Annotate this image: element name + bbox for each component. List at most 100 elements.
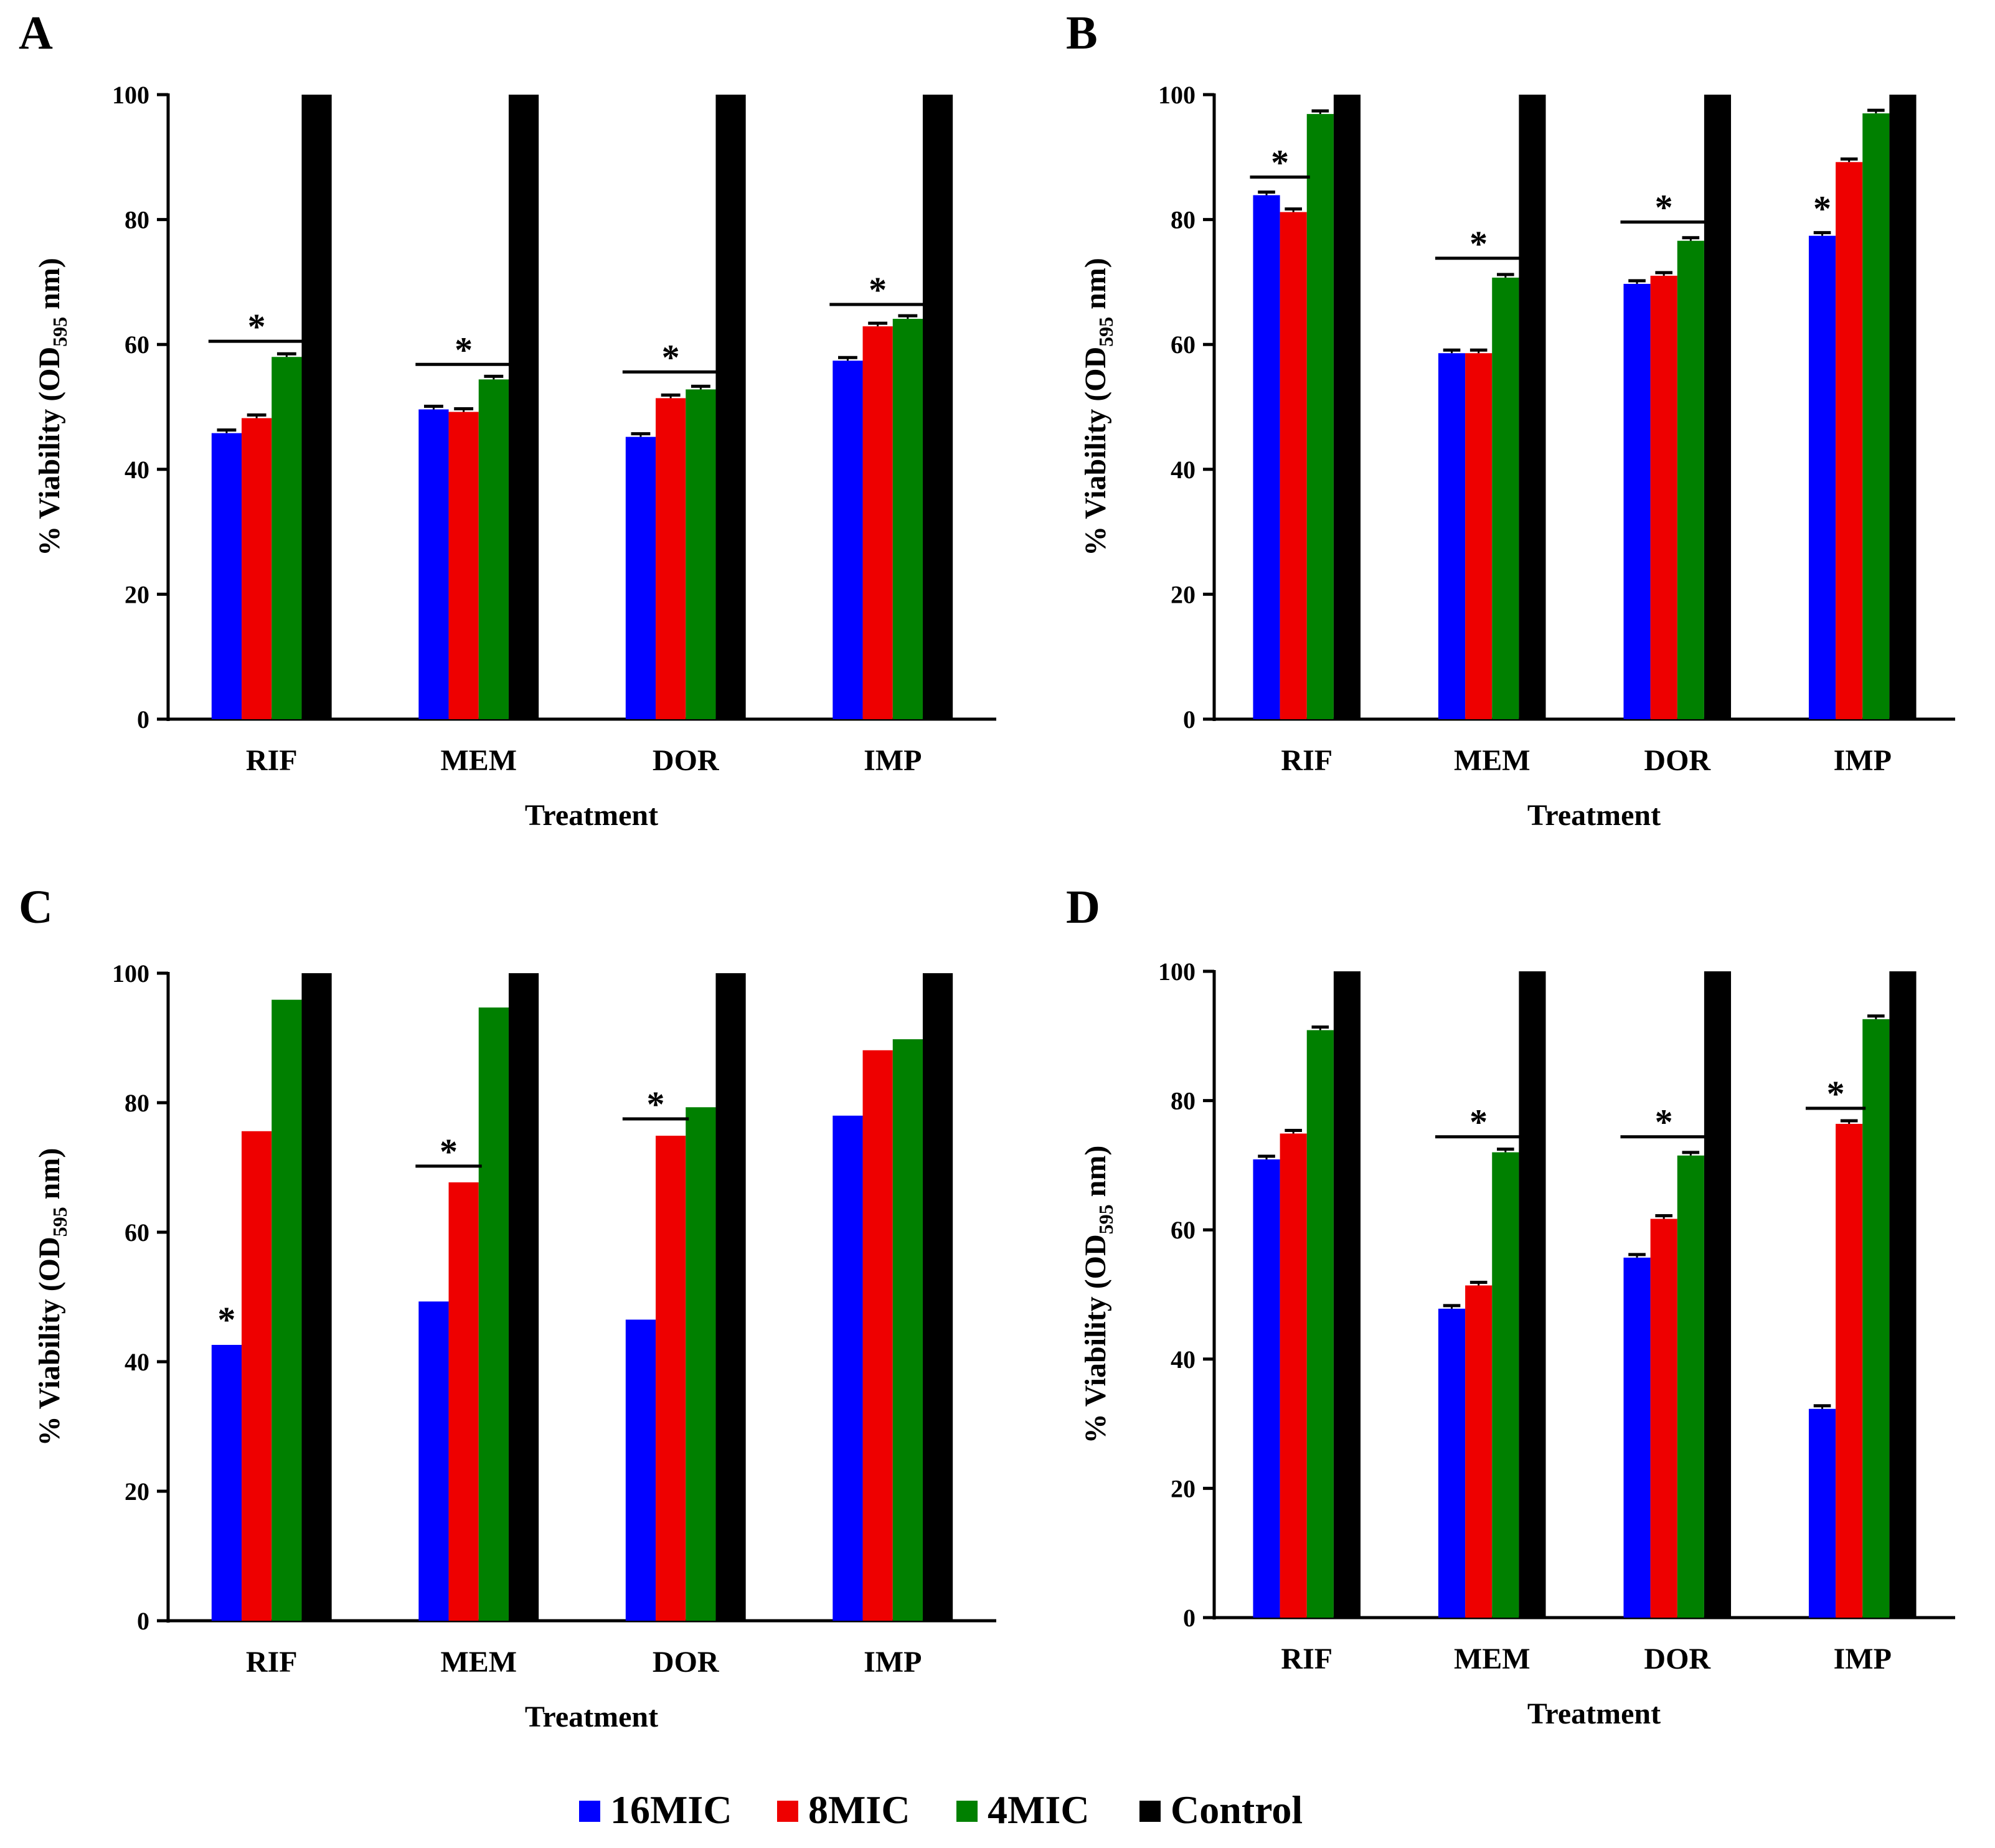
x-tick-label: RIF xyxy=(1281,744,1332,777)
bar-control-rif xyxy=(301,973,332,1621)
y-tick-label: 80 xyxy=(125,206,149,234)
y-axis-title: % Viability (OD595 nm) xyxy=(1079,258,1117,556)
x-tick-label: IMP xyxy=(1834,744,1892,777)
bar-8mic-rif xyxy=(242,1131,272,1621)
x-tick-label: RIF xyxy=(1281,1643,1332,1676)
y-tick-label: 20 xyxy=(125,1478,149,1506)
y-axis-title-main: % Viability (OD xyxy=(1079,1234,1112,1443)
y-tick-label: 20 xyxy=(125,580,149,608)
x-tick-label: IMP xyxy=(864,1646,922,1679)
bar-4mic-mem xyxy=(478,1007,509,1621)
bar-16mic-rif xyxy=(1253,1159,1280,1618)
bar-control-dor xyxy=(715,973,746,1621)
bar-16mic-rif xyxy=(1253,195,1280,719)
significance-asterisk: * xyxy=(869,270,887,310)
bar-16mic-mem xyxy=(418,409,449,719)
x-axis-title: Treatment xyxy=(525,799,658,832)
bar-control-rif xyxy=(301,95,332,719)
y-tick-label: 60 xyxy=(125,331,149,359)
panel-letter: D xyxy=(1066,881,1100,933)
bar-16mic-dor xyxy=(1623,1257,1651,1618)
y-tick-label: 80 xyxy=(1171,206,1196,234)
y-axis-title-tail: nm) xyxy=(1079,1146,1112,1205)
x-tick-label: RIF xyxy=(246,1646,298,1679)
x-tick-label: DOR xyxy=(1644,744,1711,777)
legend-label-8mic: 8MIC xyxy=(808,1788,910,1832)
bar-4mic-dor xyxy=(1677,240,1704,719)
y-tick-label: 40 xyxy=(1171,456,1196,484)
y-axis-title-tail: nm) xyxy=(1079,258,1112,317)
bar-4mic-imp xyxy=(1862,1019,1890,1618)
x-axis-title: Treatment xyxy=(1527,799,1661,832)
bar-4mic-mem xyxy=(1492,277,1519,719)
y-tick-label: 20 xyxy=(1171,580,1196,608)
y-axis-title-subscript: 595 xyxy=(49,1207,71,1237)
y-tick-label: 60 xyxy=(1171,1216,1196,1244)
x-axis-title: Treatment xyxy=(1527,1697,1661,1730)
x-tick-label: MEM xyxy=(1454,744,1530,777)
legend-label-control: Control xyxy=(1171,1788,1303,1832)
bar-4mic-dor xyxy=(1677,1155,1704,1618)
y-tick-label: 20 xyxy=(1171,1474,1196,1502)
y-tick-label: 0 xyxy=(1183,705,1196,733)
y-tick-label: 100 xyxy=(1158,958,1196,986)
bar-8mic-imp xyxy=(862,326,893,719)
x-tick-label: DOR xyxy=(653,744,720,777)
x-tick-label: MEM xyxy=(1454,1643,1530,1676)
y-axis-title-subscript: 595 xyxy=(1095,1204,1117,1234)
bar-4mic-imp xyxy=(892,1039,923,1621)
y-tick-label: 0 xyxy=(1183,1604,1196,1632)
significance-asterisk: * xyxy=(1655,1102,1673,1143)
chart-panel-b: B 0 20 40 60 80 100 % Viability (OD595 nm) Treat… xyxy=(1066,7,1955,832)
legend-swatch-control xyxy=(1139,1801,1161,1822)
y-tick-label: 40 xyxy=(1171,1346,1196,1374)
y-axis-title-tail: nm) xyxy=(33,1148,66,1207)
bar-16mic-imp xyxy=(832,1115,863,1621)
bar-8mic-mem xyxy=(448,412,479,719)
y-tick-label: 80 xyxy=(1171,1087,1196,1115)
chart-panel-c: C 0 20 40 60 80 100 % Viability (OD595 nm) Treat… xyxy=(19,881,996,1733)
bar-8mic-dor xyxy=(656,398,686,719)
x-tick-label: RIF xyxy=(246,744,298,777)
panel-letter: A xyxy=(19,7,53,59)
bar-control-dor xyxy=(1704,95,1732,719)
bar-control-imp xyxy=(1889,971,1917,1618)
y-tick-label: 40 xyxy=(125,456,149,484)
bar-8mic-rif xyxy=(242,418,272,719)
y-tick-label: 100 xyxy=(1158,81,1196,109)
bar-8mic-mem xyxy=(448,1182,479,1621)
y-axis-title-subscript: 595 xyxy=(49,317,71,347)
bar-4mic-rif xyxy=(1306,1030,1334,1618)
significance-asterisk: * xyxy=(217,1299,235,1340)
bar-8mic-imp xyxy=(1836,162,1863,720)
y-axis-title-subscript: 595 xyxy=(1095,317,1117,347)
bar-4mic-mem xyxy=(478,379,509,719)
significance-asterisk: * xyxy=(647,1084,665,1124)
bar-control-dor xyxy=(715,95,746,719)
significance-asterisk: * xyxy=(1827,1073,1845,1114)
bar-4mic-dor xyxy=(686,389,716,719)
bar-control-mem xyxy=(508,973,539,1621)
bar-control-dor xyxy=(1704,971,1732,1618)
bar-control-imp xyxy=(922,95,953,719)
bar-16mic-imp xyxy=(1808,1408,1836,1618)
x-tick-label: MEM xyxy=(440,744,517,777)
bar-4mic-rif xyxy=(271,357,302,719)
legend-label-16mic: 16MIC xyxy=(610,1788,732,1832)
y-tick-label: 80 xyxy=(125,1089,149,1117)
bar-4mic-rif xyxy=(271,999,302,1621)
bar-8mic-dor xyxy=(656,1136,686,1621)
bar-8mic-dor xyxy=(1650,1219,1677,1618)
significance-asterisk: * xyxy=(1813,189,1831,229)
legend-swatch-16mic xyxy=(579,1801,600,1822)
significance-asterisk: * xyxy=(1655,187,1673,228)
bar-control-mem xyxy=(1519,95,1546,719)
bar-16mic-dor xyxy=(625,1319,656,1621)
bar-8mic-rif xyxy=(1280,212,1307,720)
bar-8mic-rif xyxy=(1280,1133,1307,1618)
y-tick-label: 60 xyxy=(125,1219,149,1247)
y-tick-label: 40 xyxy=(125,1348,149,1376)
bar-4mic-imp xyxy=(1862,113,1890,720)
bar-16mic-mem xyxy=(1438,1308,1466,1618)
bar-4mic-rif xyxy=(1306,114,1334,719)
